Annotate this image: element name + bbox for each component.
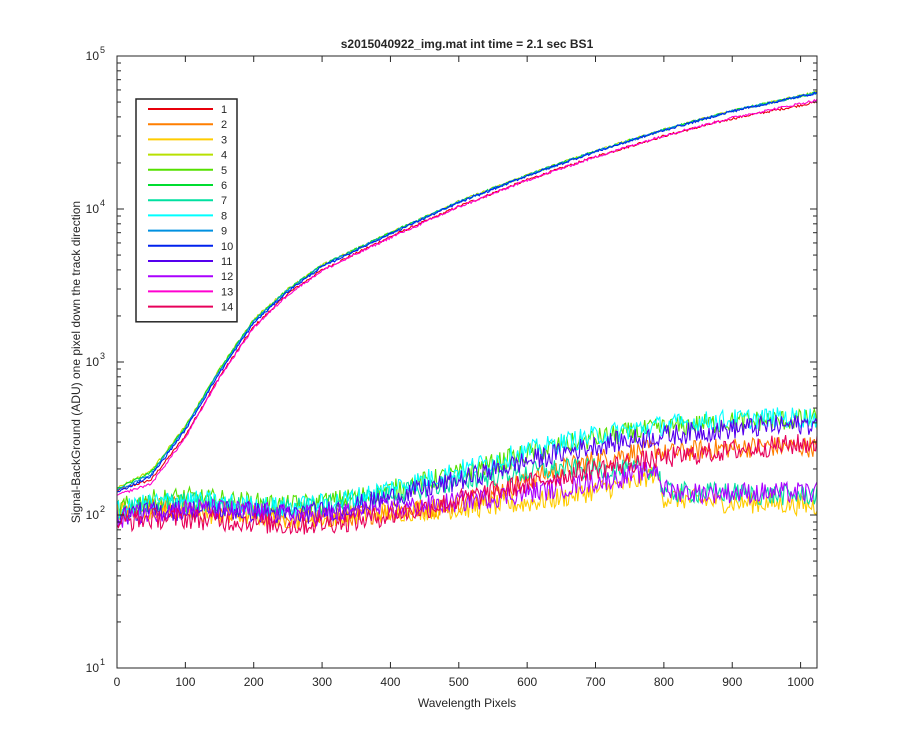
series-line-10 [116, 91, 818, 493]
x-tick-label: 500 [449, 675, 469, 689]
legend-label-14: 14 [221, 302, 233, 314]
x-tick-label: 100 [175, 675, 195, 689]
y-axis-label: Signal-BackGround (ADU) one pixel down t… [69, 201, 83, 523]
series-line-14 [116, 434, 818, 535]
legend-label-11: 11 [221, 256, 232, 268]
x-ticks: 0 100 200 300 400 500 600 700 800 900 1000 [114, 56, 814, 689]
y-tick-exponent: 3 [100, 351, 105, 361]
x-tick-label: 300 [312, 675, 332, 689]
x-tick-label: 1000 [787, 675, 814, 689]
series-line-12 [116, 461, 818, 529]
y-tick-label: 10 [86, 202, 100, 216]
x-tick-label: 0 [114, 675, 121, 689]
y-tick-exponent: 2 [100, 504, 105, 514]
legend-box [135, 98, 238, 323]
legend-label-6: 6 [221, 180, 227, 192]
legend-label-12: 12 [221, 271, 233, 283]
y-tick-label: 10 [86, 49, 100, 63]
y-tick-label: 10 [86, 661, 100, 675]
legend-label-10: 10 [221, 241, 233, 253]
x-tick-label: 800 [654, 675, 674, 689]
legend-label-9: 9 [221, 226, 227, 238]
y-tick-exponent: 5 [100, 45, 105, 55]
x-tick-label: 900 [722, 675, 742, 689]
y-tick-exponent: 1 [100, 657, 105, 667]
legend-label-1: 1 [221, 104, 227, 116]
x-axis-label: Wavelength Pixels [418, 696, 516, 710]
x-tick-label: 600 [517, 675, 537, 689]
chart-title: s2015040922_img.mat int time = 2.1 sec B… [341, 37, 594, 51]
x-tick-label: 700 [586, 675, 606, 689]
legend-label-8: 8 [221, 210, 227, 222]
legend-label-2: 2 [221, 119, 227, 131]
y-tick-label: 10 [86, 355, 100, 369]
x-tick-label: 400 [380, 675, 400, 689]
legend-label-4: 4 [221, 150, 227, 162]
legend-label-13: 13 [221, 286, 233, 298]
y-tick-label: 10 [86, 508, 100, 522]
y-tick-exponent: 4 [100, 198, 105, 208]
series-line-13 [116, 98, 818, 496]
legend-label-5: 5 [221, 165, 227, 177]
legend-label-3: 3 [221, 134, 227, 146]
legend-label-7: 7 [221, 195, 227, 207]
series-layer [116, 90, 818, 535]
x-tick-label: 200 [244, 675, 264, 689]
